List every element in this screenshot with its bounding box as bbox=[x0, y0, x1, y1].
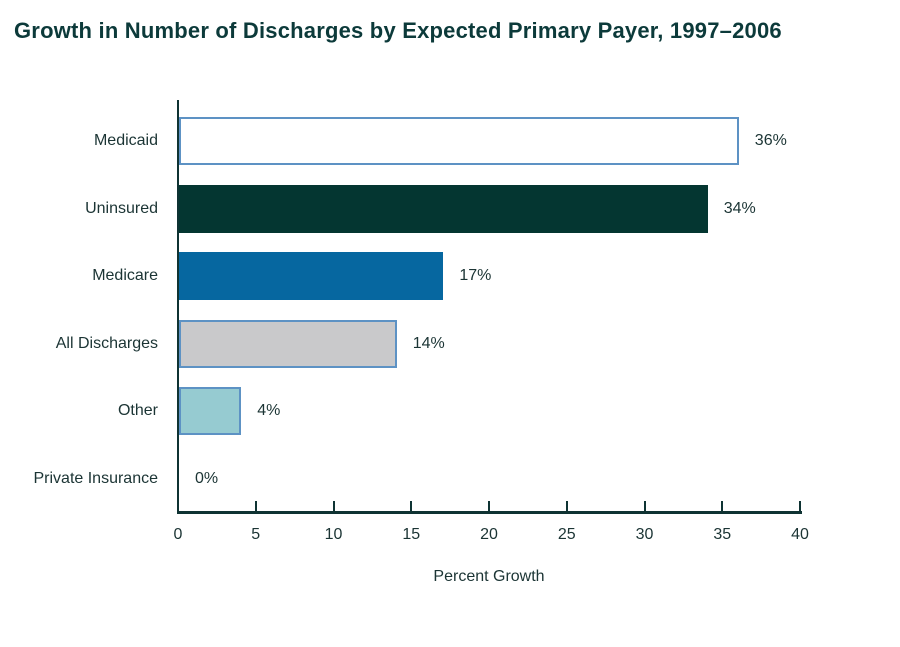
category-label-other: Other bbox=[117, 402, 158, 420]
y-axis-line bbox=[177, 100, 179, 513]
chart-title: Growth in Number of Discharges by Expect… bbox=[14, 18, 782, 43]
x-axis-tick-label-20: 20 bbox=[480, 526, 498, 543]
bar-uninsured bbox=[179, 184, 708, 233]
bar-medicare bbox=[179, 252, 444, 301]
x-axis-tick-5 bbox=[254, 501, 257, 511]
x-axis-tick-label-5: 5 bbox=[251, 526, 261, 543]
bar-all-discharges bbox=[179, 319, 397, 368]
x-axis-tick-35 bbox=[721, 501, 724, 511]
x-axis-tick-30 bbox=[643, 501, 646, 511]
x-axis-tick-25 bbox=[565, 501, 568, 511]
x-axis-tick-20 bbox=[488, 501, 490, 511]
x-axis-label: Percent Growth bbox=[433, 568, 545, 585]
x-axis-line bbox=[177, 511, 802, 514]
bar-medicaid bbox=[179, 117, 739, 165]
x-axis-tick-label-30: 30 bbox=[635, 526, 654, 543]
value-label-medicaid: 36% bbox=[754, 132, 787, 149]
x-axis-tick-label-25: 25 bbox=[557, 526, 576, 543]
x-axis-tick-label-0: 0 bbox=[173, 526, 183, 543]
category-label-medicaid: Medicaid bbox=[93, 132, 158, 149]
x-axis-tick-15 bbox=[410, 501, 413, 511]
value-label-all-discharges: 14% bbox=[412, 334, 445, 352]
value-label-other: 4% bbox=[257, 402, 281, 420]
value-label-private-insurance: 0% bbox=[195, 470, 219, 487]
x-axis-tick-label-10: 10 bbox=[324, 526, 343, 543]
x-axis-tick-label-40: 40 bbox=[791, 526, 809, 543]
x-axis-tick-10 bbox=[332, 501, 335, 511]
value-label-uninsured: 34% bbox=[723, 199, 756, 217]
category-label-private-insurance: Private Insurance bbox=[33, 470, 158, 487]
bar-other bbox=[179, 387, 242, 436]
category-label-all-discharges: All Discharges bbox=[55, 334, 158, 352]
value-label-medicare: 17% bbox=[459, 267, 492, 285]
x-axis-tick-label-15: 15 bbox=[402, 526, 421, 543]
x-axis-tick-label-35: 35 bbox=[713, 526, 732, 543]
category-label-uninsured: Uninsured bbox=[85, 199, 158, 217]
x-axis-tick-40 bbox=[799, 501, 801, 511]
category-label-medicare: Medicare bbox=[92, 267, 158, 285]
